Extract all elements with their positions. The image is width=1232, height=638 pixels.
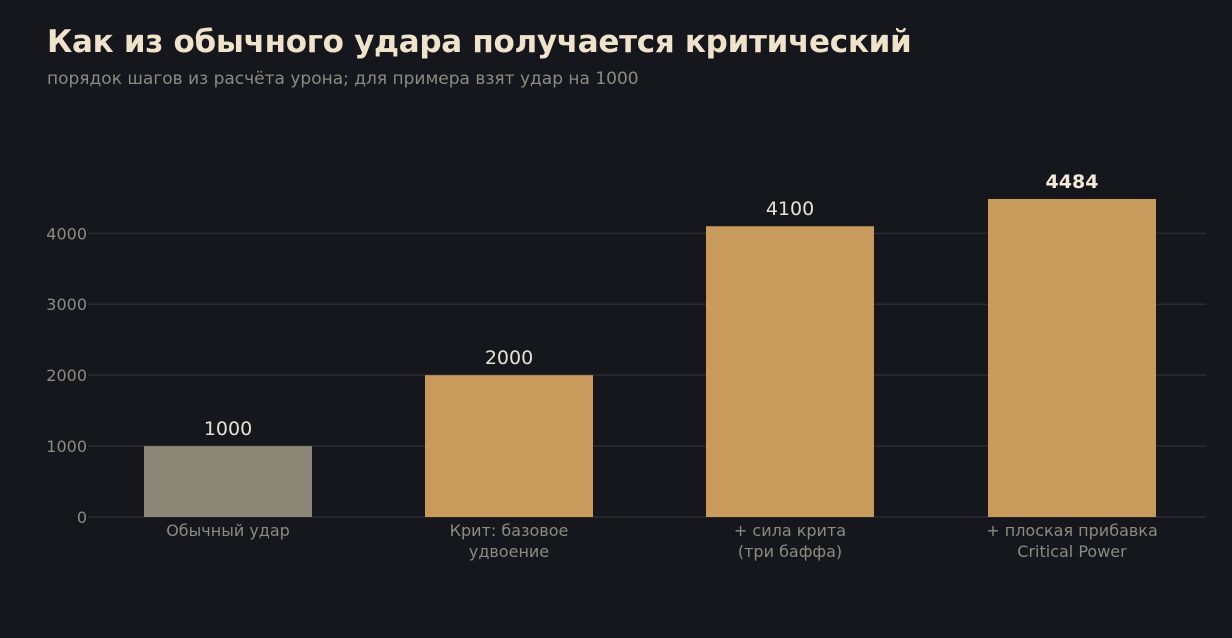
category-label-line: Critical Power bbox=[1017, 542, 1127, 561]
chart-subtitle: порядок шагов из расчёта урона; для прим… bbox=[47, 69, 639, 89]
bar bbox=[144, 446, 312, 517]
y-tick-label: 2000 bbox=[46, 366, 87, 385]
bar bbox=[425, 375, 593, 517]
value-label: 4484 bbox=[1046, 171, 1099, 193]
y-tick-label: 3000 bbox=[46, 295, 87, 314]
y-tick-label: 0 bbox=[77, 508, 87, 527]
category-label-line: + сила крита bbox=[734, 521, 846, 540]
y-axis-ticks: 0 1000 2000 3000 4000 bbox=[46, 224, 87, 527]
value-label: 2000 bbox=[485, 347, 533, 369]
y-tick-label: 1000 bbox=[46, 437, 87, 456]
value-label: 1000 bbox=[204, 418, 252, 440]
value-labels: 1000 2000 4100 4484 bbox=[204, 171, 1099, 440]
category-label-line: + плоская прибавка bbox=[986, 521, 1158, 540]
category-label: + плоская прибавка Critical Power bbox=[986, 521, 1158, 561]
category-label-line: (три баффа) bbox=[738, 542, 842, 561]
chart-title: Как из обычного удара получается критиче… bbox=[47, 24, 912, 60]
category-label-line: удвоение bbox=[469, 542, 549, 561]
bars bbox=[144, 199, 1156, 517]
category-label-line: Крит: базовое bbox=[450, 521, 569, 540]
bar bbox=[706, 226, 874, 517]
y-tick-label: 4000 bbox=[46, 224, 87, 243]
bar bbox=[988, 199, 1156, 517]
value-label: 4100 bbox=[766, 198, 814, 220]
category-labels: Обычный удар Крит: базовое удвоение + сила … bbox=[166, 521, 1158, 561]
category-label-line: Обычный удар bbox=[166, 521, 290, 540]
category-label: + сила крита (три баффа) bbox=[734, 521, 846, 561]
category-label: Крит: базовое удвоение bbox=[450, 521, 569, 561]
category-label: Обычный удар bbox=[166, 521, 290, 540]
